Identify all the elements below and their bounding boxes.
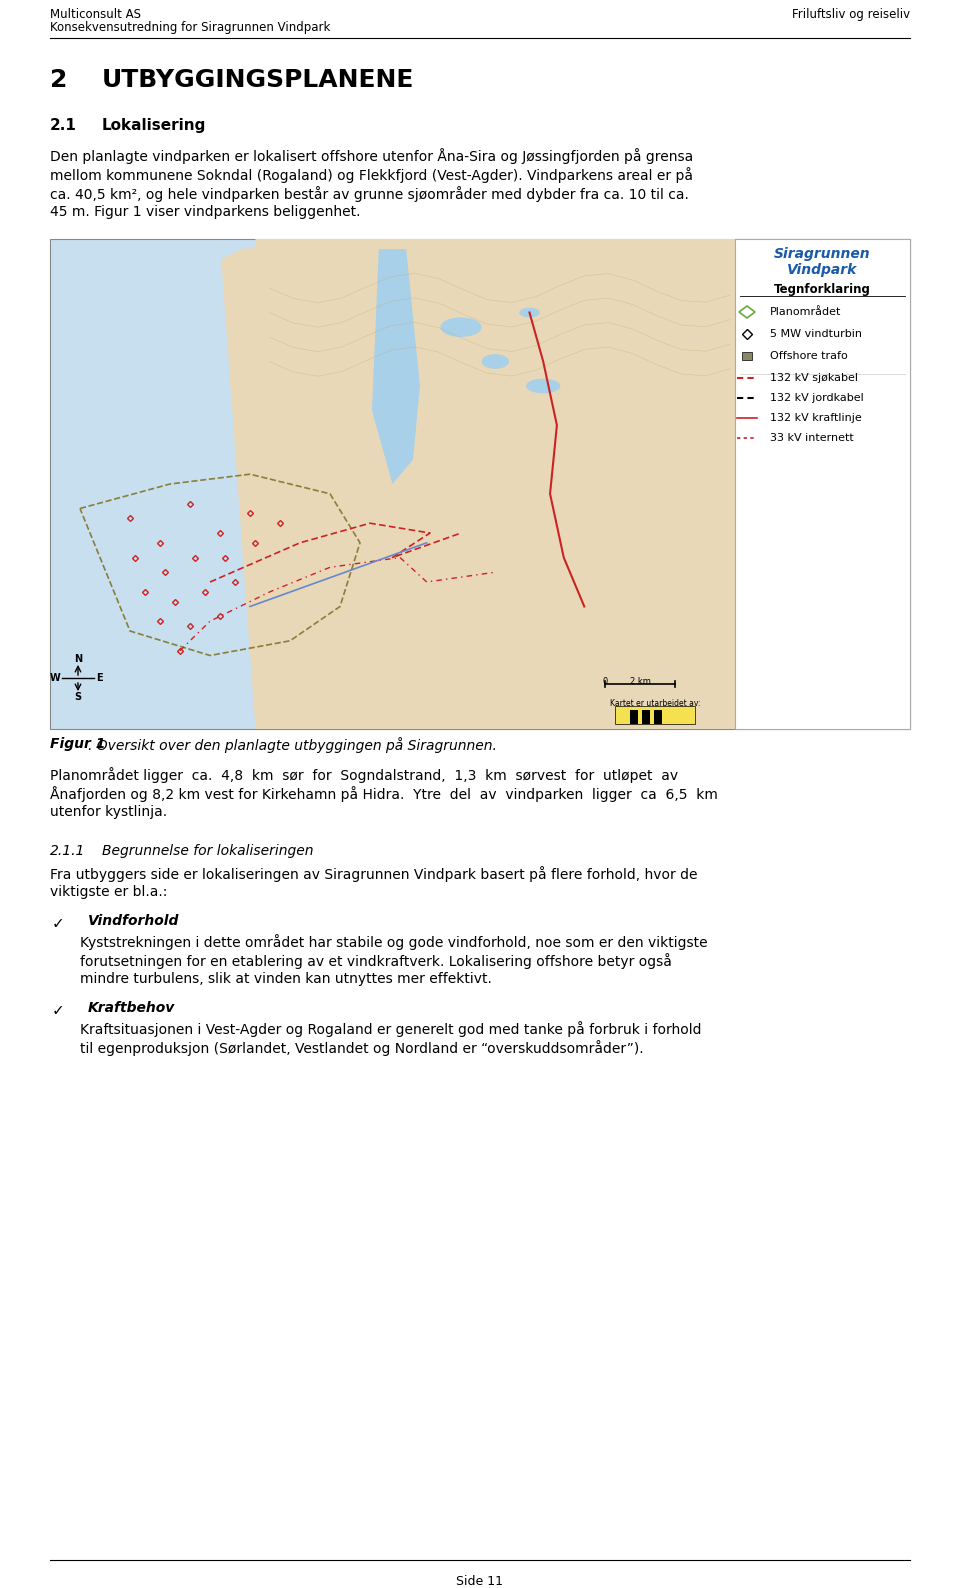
Text: 2.1.1: 2.1.1 <box>50 843 85 858</box>
Bar <box>654 710 662 724</box>
Text: Kyststrekningen i dette området har stabile og gode vindforhold, noe som er den : Kyststrekningen i dette området har stab… <box>80 934 708 950</box>
Text: mindre turbulens, slik at vinden kan utnyttes mer effektivt.: mindre turbulens, slik at vinden kan utn… <box>80 972 492 986</box>
Text: til egenproduksjon (Sørlandet, Vestlandet og Nordland er “overskuddsområder”).: til egenproduksjon (Sørlandet, Vestlande… <box>80 1040 643 1056</box>
Text: forutsetningen for en etablering av et vindkraftverk. Lokalisering offshore bety: forutsetningen for en etablering av et v… <box>80 953 672 969</box>
Text: 132 kV jordkabel: 132 kV jordkabel <box>770 392 864 403</box>
Text: S: S <box>75 692 82 702</box>
Text: Den planlagte vindparken er lokalisert offshore utenfor Åna-Sira og Jøssingfjord: Den planlagte vindparken er lokalisert o… <box>50 148 693 164</box>
Text: mellom kommunene Sokndal (Rogaland) og Flekkfjord (Vest-Agder). Vindparkens area: mellom kommunene Sokndal (Rogaland) og F… <box>50 167 693 183</box>
Ellipse shape <box>482 354 509 368</box>
Text: Planområdet ligger  ca.  4,8  km  sør  for  Sogndalstrand,  1,3  km  sørvest  fo: Planområdet ligger ca. 4,8 km sør for So… <box>50 767 678 783</box>
Text: Vindforhold: Vindforhold <box>88 915 180 927</box>
Text: UTBYGGINGSPLANENE: UTBYGGINGSPLANENE <box>102 68 415 92</box>
Bar <box>630 710 638 724</box>
Text: 132 kV kraftlinje: 132 kV kraftlinje <box>770 413 862 422</box>
Text: Figur 1: Figur 1 <box>50 737 106 751</box>
Ellipse shape <box>526 378 561 394</box>
Text: utenfor kystlinja.: utenfor kystlinja. <box>50 805 167 819</box>
Text: . Oversikt over den planlagte utbyggingen på Siragrunnen.: . Oversikt over den planlagte utbygginge… <box>88 737 497 753</box>
Text: 33 kV internett: 33 kV internett <box>770 434 853 443</box>
Text: Vindpark: Vindpark <box>787 264 857 276</box>
Text: Side 11: Side 11 <box>457 1575 503 1588</box>
Text: Begrunnelse for lokaliseringen: Begrunnelse for lokaliseringen <box>102 843 314 858</box>
Bar <box>735 240 910 729</box>
Bar <box>742 353 752 360</box>
Text: N: N <box>74 654 82 664</box>
Polygon shape <box>255 240 735 557</box>
Text: 2: 2 <box>50 68 67 92</box>
Text: 45 m. Figur 1 viser vindparkens beliggenhet.: 45 m. Figur 1 viser vindparkens beliggen… <box>50 205 361 219</box>
Text: MULTICONSULT: MULTICONSULT <box>632 713 679 718</box>
Ellipse shape <box>441 318 482 337</box>
Text: Ånafjorden og 8,2 km vest for Kirkehamn på Hidra.  Ytre  del  av  vindparken  li: Ånafjorden og 8,2 km vest for Kirkehamn … <box>50 786 718 802</box>
Text: Offshore trafo: Offshore trafo <box>770 351 848 360</box>
Polygon shape <box>221 245 735 729</box>
Text: 2 km: 2 km <box>630 676 651 686</box>
Text: Kraftsituasjonen i Vest-Agder og Rogaland er generelt god med tanke på forbruk i: Kraftsituasjonen i Vest-Agder og Rogalan… <box>80 1021 702 1037</box>
Text: Multiconsult AS: Multiconsult AS <box>50 8 141 21</box>
Text: 2.1: 2.1 <box>50 118 77 133</box>
Text: 5 MW vindturbin: 5 MW vindturbin <box>770 329 862 338</box>
Text: Kartet er utarbeidet av:: Kartet er utarbeidet av: <box>610 699 700 708</box>
Text: Siragrunnen: Siragrunnen <box>774 248 871 260</box>
Bar <box>50 240 910 729</box>
Text: Kraftbehov: Kraftbehov <box>88 1000 176 1015</box>
Text: 0: 0 <box>602 676 608 686</box>
Text: 132 kV sjøkabel: 132 kV sjøkabel <box>770 373 858 383</box>
Text: ✓: ✓ <box>52 916 64 931</box>
Bar <box>615 707 695 724</box>
Text: ca. 40,5 km², og hele vindparken består av grunne sjøområder med dybder fra ca. : ca. 40,5 km², og hele vindparken består … <box>50 186 689 202</box>
Text: E: E <box>96 673 103 683</box>
Text: ✓: ✓ <box>52 1004 64 1018</box>
Text: viktigste er bl.a.:: viktigste er bl.a.: <box>50 885 167 899</box>
Text: Lokalisering: Lokalisering <box>102 118 206 133</box>
Ellipse shape <box>519 308 540 318</box>
Text: Konsekvensutredning for Siragrunnen Vindpark: Konsekvensutredning for Siragrunnen Vind… <box>50 21 330 33</box>
Text: Friluftsliv og reiseliv: Friluftsliv og reiseliv <box>792 8 910 21</box>
Bar <box>642 710 650 724</box>
Text: Planområdet: Planområdet <box>770 306 841 318</box>
Text: W: W <box>49 673 60 683</box>
Text: Tegnforklaring: Tegnforklaring <box>774 283 871 295</box>
Text: Fra utbyggers side er lokaliseringen av Siragrunnen Vindpark basert på flere for: Fra utbyggers side er lokaliseringen av … <box>50 865 698 881</box>
Polygon shape <box>372 249 420 484</box>
